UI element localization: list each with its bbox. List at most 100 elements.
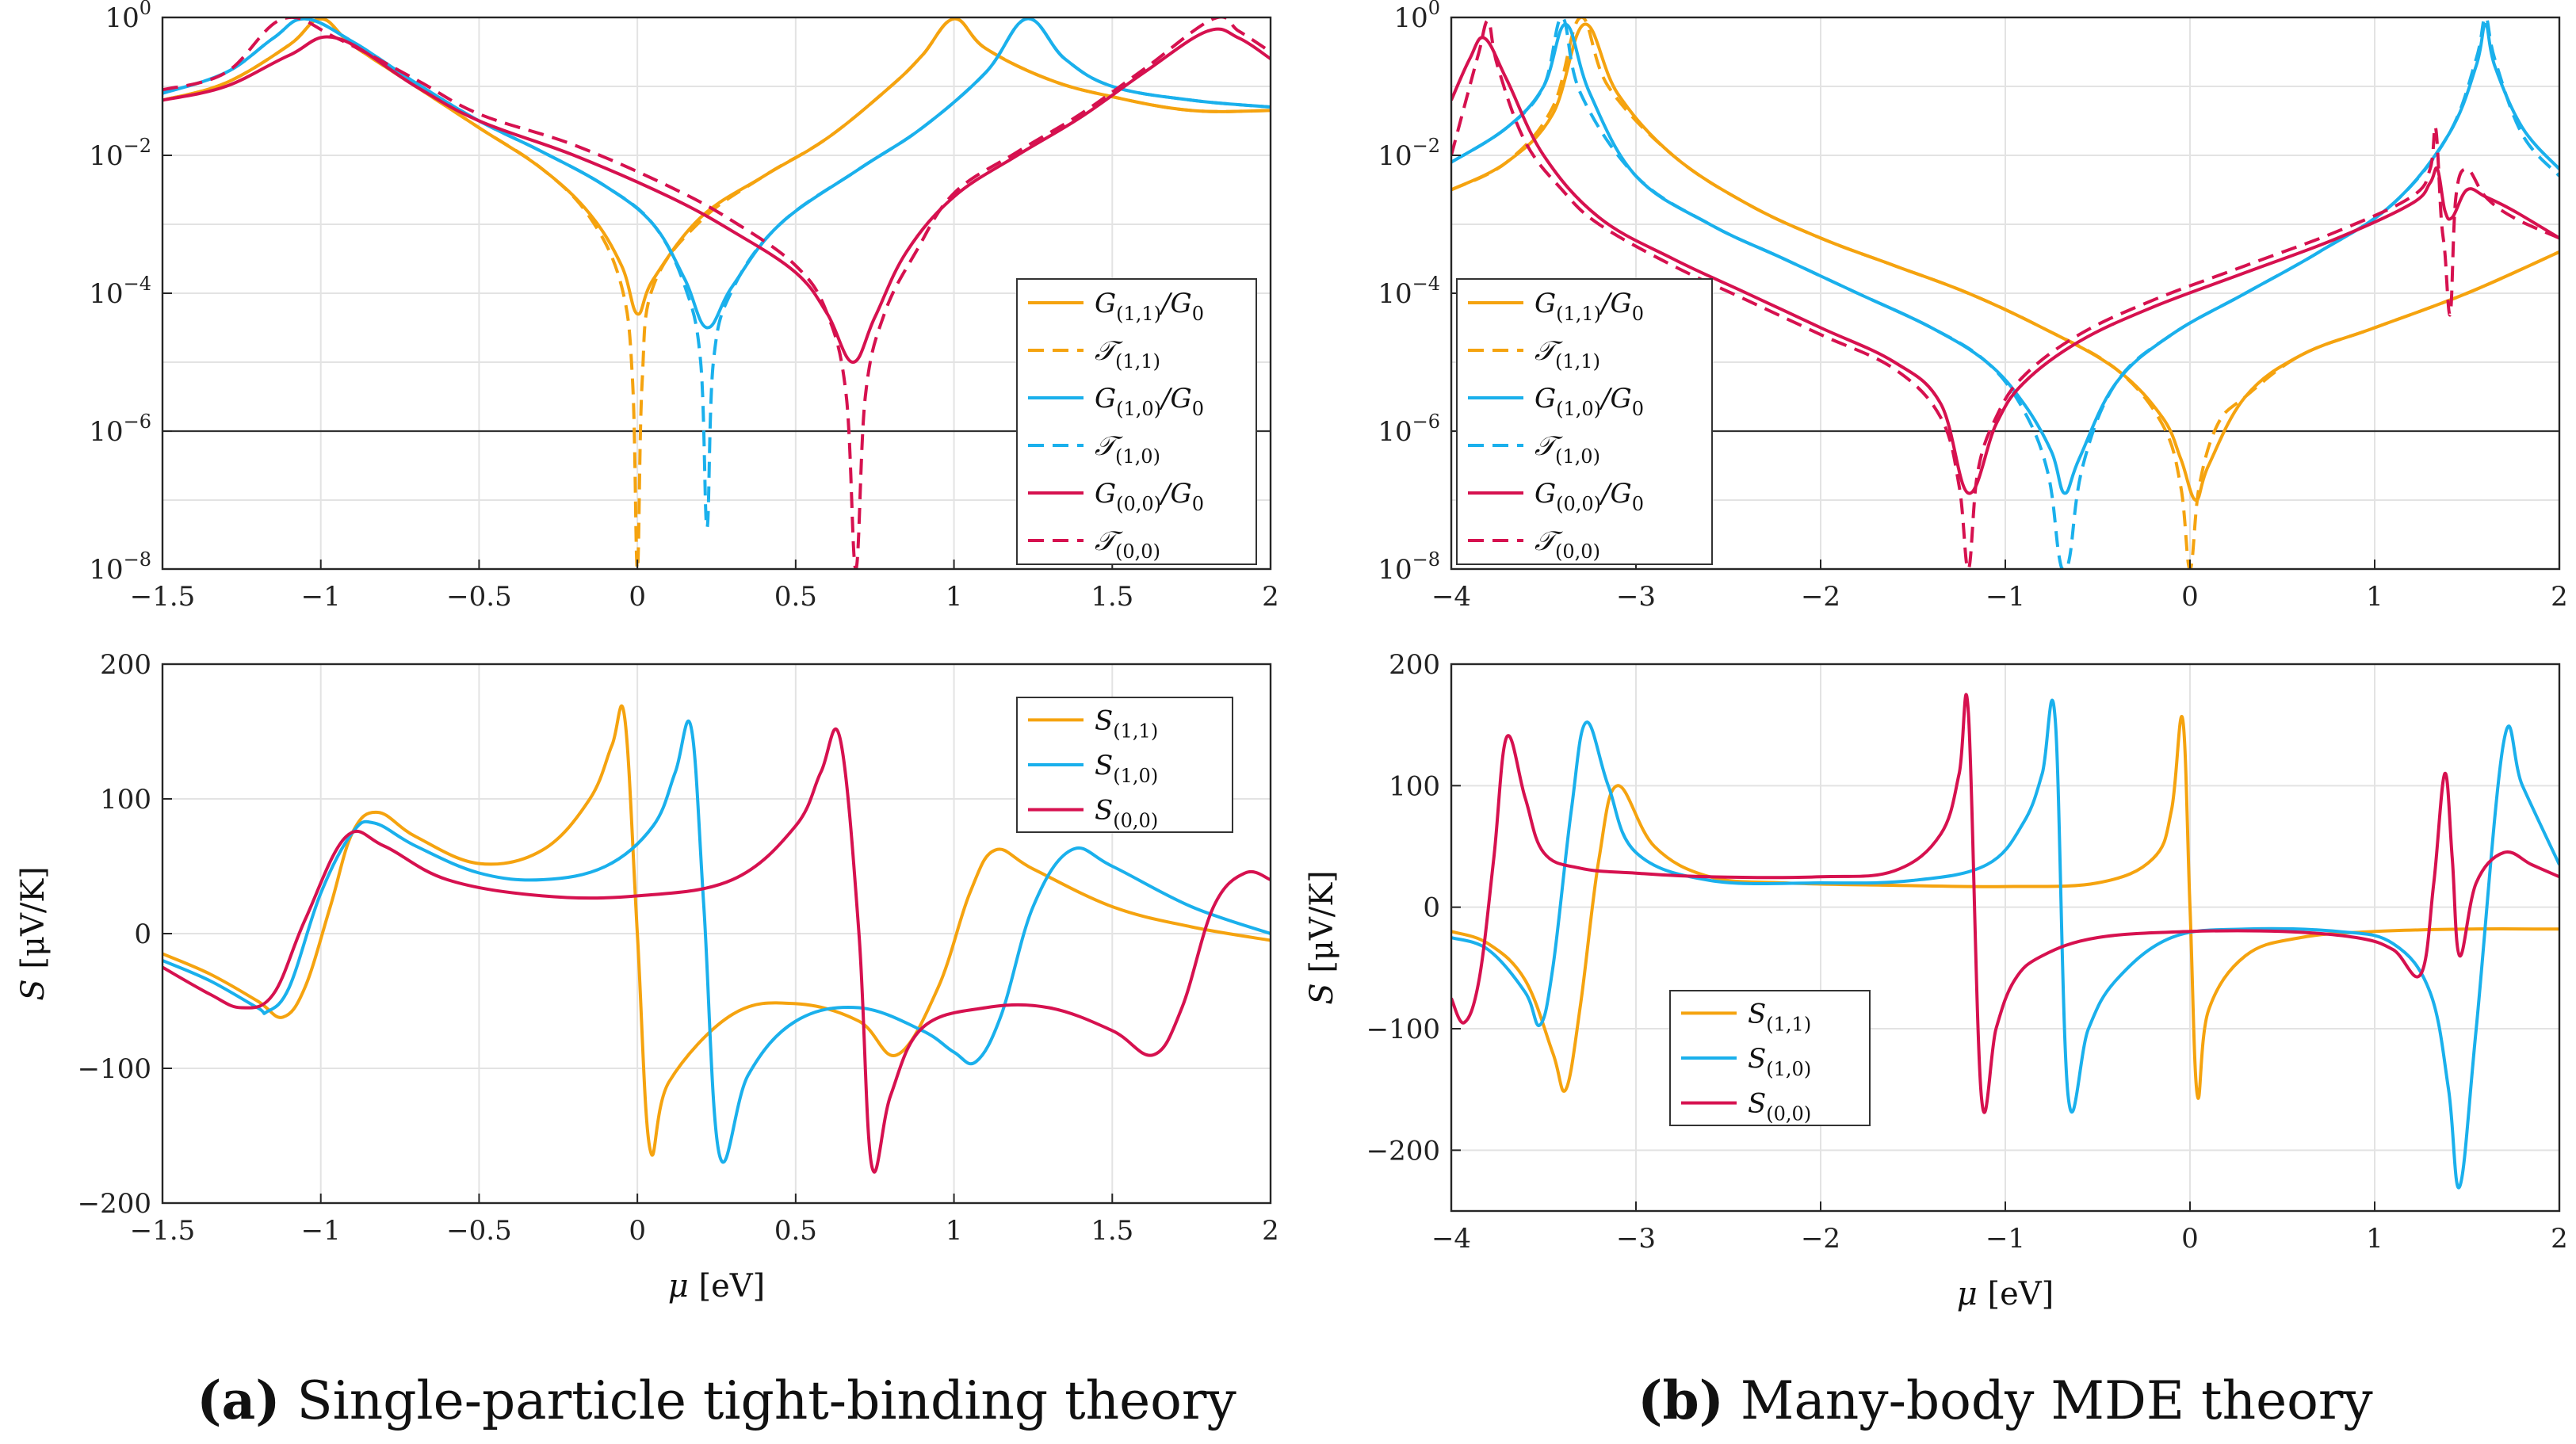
panel-b-bottom-series-s-0-0- — [1451, 693, 2559, 1114]
panel-a-bottom-xtick-label: −1.5 — [130, 1215, 196, 1247]
panel-a-bottom-xlabel: μ [eV] — [668, 1268, 765, 1305]
panel-b-bottom-xtick-label: 0 — [2181, 1223, 2199, 1255]
panel-b-bottom-xtick-label: −3 — [1616, 1223, 1656, 1255]
panel-b-top-ytick-label: 10−2 — [1378, 135, 1440, 172]
panel-b-top-legend-label: G(1,1)/G0 — [1535, 288, 1644, 325]
panel-b-top: −4 −3 −2 −1 0 1 2 100 10−2 10−4 10−6 10−8 G(1,1)/G0… — [1378, 0, 2567, 613]
panel-b-top-xtick-label: −2 — [1801, 581, 1840, 613]
panel-a-bottom-xtick-label: 0 — [629, 1215, 646, 1247]
panel-b-bottom-series-s-1-1- — [1451, 715, 2559, 1100]
panel-b-top-xtick-label: 1 — [2366, 581, 2383, 613]
panel-a-top-series-t-1-0- — [162, 17, 1271, 529]
panel-a-top-legend-box — [1016, 278, 1257, 565]
panel-a-bottom-ylabel: S [μV/K] — [15, 866, 52, 1001]
panel-b-bottom-series-s-1-0- — [1451, 698, 2559, 1190]
panel-a-bottom-series — [162, 704, 1271, 1174]
panel-b-bottom-xtick-label: −1 — [1986, 1223, 2025, 1255]
panel-a-bottom-legend-label: S(1,1) — [1095, 705, 1158, 742]
panel-a-top-xtick-label: 1 — [946, 581, 963, 613]
panel-b-bottom-legend-label: S(0,0) — [1748, 1088, 1811, 1125]
panel-b-top-xtick-label: −4 — [1431, 581, 1471, 613]
panel-a-top-series — [162, 17, 1271, 569]
panel-b-bottom-xtick-label: −4 — [1431, 1223, 1471, 1255]
panel-a-top-xtick-label: −1.5 — [130, 581, 196, 613]
panel-a-top: −1.5 −1 −0.5 0 0.5 1 1.5 2 100 10−2 10−4 10−6 10−8 G… — [89, 0, 1278, 613]
panel-b-top-xtick-label: 0 — [2181, 581, 2199, 613]
panel-a-bottom-xtick-label: 1.5 — [1091, 1215, 1133, 1247]
panel-a-bottom-ticks: −1.5 −1 −0.5 0 0.5 1 1.5 2 200 100 0 −100 −200 μ [eV]… — [15, 649, 1279, 1305]
panel-a-top-legend-label: G(1,1)/G0 — [1095, 288, 1204, 325]
panel-b-bottom: −4 −3 −2 −1 0 1 2 200 100 0 −100 −200 μ [eV] S [μV/K]… — [1304, 649, 2568, 1312]
caption-a-letter: (a) — [197, 1370, 280, 1431]
panel-b-top-ytick-label: 100 — [1393, 0, 1440, 34]
panel-a-top-legend-label: G(0,0)/G0 — [1095, 478, 1204, 515]
panel-a-top-legend-label: 𝒯(1,1) — [1095, 335, 1160, 372]
panel-a-bottom-series-s-1-1- — [162, 704, 1271, 1157]
panel-b-bottom-ytick-label: 200 — [1389, 649, 1440, 681]
panel-a-bottom-ytick-label: −200 — [78, 1188, 151, 1220]
panel-b-bottom-xlabel: μ [eV] — [1957, 1276, 2054, 1312]
panel-a-top-ticks: −1.5 −1 −0.5 0 0.5 1 1.5 2 100 10−2 10−4 10−6 10−8 — [89, 0, 1278, 613]
panel-b-bottom-legend-label: S(1,1) — [1748, 998, 1811, 1035]
panel-a-bottom-xtick-label: 0.5 — [774, 1215, 817, 1247]
panel-a-top-legend-label: G(1,0)/G0 — [1095, 383, 1204, 420]
panel-a-bottom-ytick-label: 200 — [100, 649, 151, 681]
panel-a-top-xtick-label: −1 — [301, 581, 341, 613]
caption-b-text: Many-body MDE theory — [1724, 1370, 2374, 1431]
panel-b-top-legend-label: G(1,0)/G0 — [1535, 383, 1644, 420]
panel-b-top-legend-label: G(0,0)/G0 — [1535, 478, 1644, 515]
panel-a-top-ytick-label: 100 — [105, 0, 151, 34]
panel-b-bottom-ytick-label: −100 — [1366, 1014, 1440, 1045]
panel-a-top-legend: G(1,1)/G0 𝒯(1,1) G(1,0)/G0 𝒯(1,0) G(0,0)/G0 𝒯… — [1016, 278, 1257, 565]
panel-b-bottom-xtick-label: −2 — [1801, 1223, 1840, 1255]
panel-a-top-ytick-label: 10−4 — [89, 273, 151, 310]
caption-b: (b) Many-body MDE theory — [1638, 1370, 2373, 1431]
panel-a-bottom-xtick-label: 2 — [1262, 1215, 1279, 1247]
panel-b-bottom-ticks: −4 −3 −2 −1 0 1 2 200 100 0 −100 −200 μ [eV] S [μV/K] — [1304, 649, 2568, 1312]
panel-b-top-series-t-1-1- — [1451, 17, 2559, 569]
panel-b-top-ytick-label: 10−6 — [1378, 411, 1440, 448]
panel-b-top-series-t-0-0- — [1451, 19, 2559, 569]
panel-b-bottom-ytick-label: −200 — [1366, 1135, 1440, 1167]
panel-b-bottom-ytick-label: 100 — [1389, 770, 1440, 802]
panel-b-bottom-series — [1451, 693, 2559, 1190]
panel-b-bottom-ytick-label: 0 — [1423, 892, 1440, 924]
panel-a-bottom-xtick-label: 1 — [946, 1215, 963, 1247]
panel-a-bottom-ytick-label: 100 — [100, 784, 151, 816]
panel-b-top-xtick-label: 2 — [2551, 581, 2568, 613]
panel-a-top-legend-label: 𝒯(1,0) — [1095, 430, 1160, 468]
panel-a-bottom-ytick-label: −100 — [78, 1053, 151, 1085]
panel-a-top-ytick-label: 10−2 — [89, 135, 151, 172]
panel-a-bottom-xtick-label: −0.5 — [446, 1215, 512, 1247]
panel-a-bottom-series-s-1-0- — [162, 719, 1271, 1164]
panel-a-top-xtick-label: −0.5 — [446, 581, 512, 613]
panel-b-top-ticks: −4 −3 −2 −1 0 1 2 100 10−2 10−4 10−6 10−8 — [1378, 0, 2567, 613]
panel-b-bottom-xtick-label: 1 — [2366, 1223, 2383, 1255]
panel-a-top-ytick-label: 10−8 — [89, 548, 151, 586]
panel-b-top-series — [1451, 17, 2559, 569]
panel-b-top-series-t-1-0- — [1451, 17, 2559, 569]
panel-a-top-legend-label: 𝒯(0,0) — [1095, 525, 1160, 563]
panel-a-top-ytick-label: 10−6 — [89, 411, 151, 448]
panel-b-top-legend-box — [1456, 278, 1713, 565]
panel-a-top-xtick-label: 0 — [629, 581, 646, 613]
panel-a-bottom-legend: S(1,1) S(1,0) S(0,0) — [1016, 697, 1233, 833]
panel-a-bottom-xtick-label: −1 — [301, 1215, 341, 1247]
panel-b-bottom-legend: S(1,1) S(1,0) S(0,0) — [1669, 990, 1871, 1126]
panel-a-bottom-legend-label: S(0,0) — [1095, 795, 1158, 832]
panel-b-bottom-xtick-label: 2 — [2551, 1223, 2568, 1255]
panel-a-top-xtick-label: 0.5 — [774, 581, 817, 613]
panel-b-top-ytick-label: 10−4 — [1378, 273, 1440, 310]
panel-a-bottom: −1.5 −1 −0.5 0 0.5 1 1.5 2 200 100 0 −100 −200 μ [eV]… — [15, 649, 1279, 1305]
panel-b-bottom-legend-label: S(1,0) — [1748, 1043, 1811, 1080]
panel-b-top-ytick-label: 10−8 — [1378, 548, 1440, 586]
panel-b-bottom-ylabel: S [μV/K] — [1304, 870, 1340, 1005]
panel-a-bottom-legend-label: S(1,0) — [1095, 750, 1158, 787]
panel-a-bottom-series-s-0-0- — [162, 728, 1271, 1174]
caption-a: (a) Single-particle tight-binding theory — [197, 1370, 1236, 1431]
panel-b-top-series-g-0-0-g0 — [1451, 36, 2559, 495]
panel-a-top-xtick-label: 2 — [1262, 581, 1279, 613]
panel-b-top-xtick-label: −3 — [1616, 581, 1656, 613]
panel-a-top-xtick-label: 1.5 — [1091, 581, 1133, 613]
